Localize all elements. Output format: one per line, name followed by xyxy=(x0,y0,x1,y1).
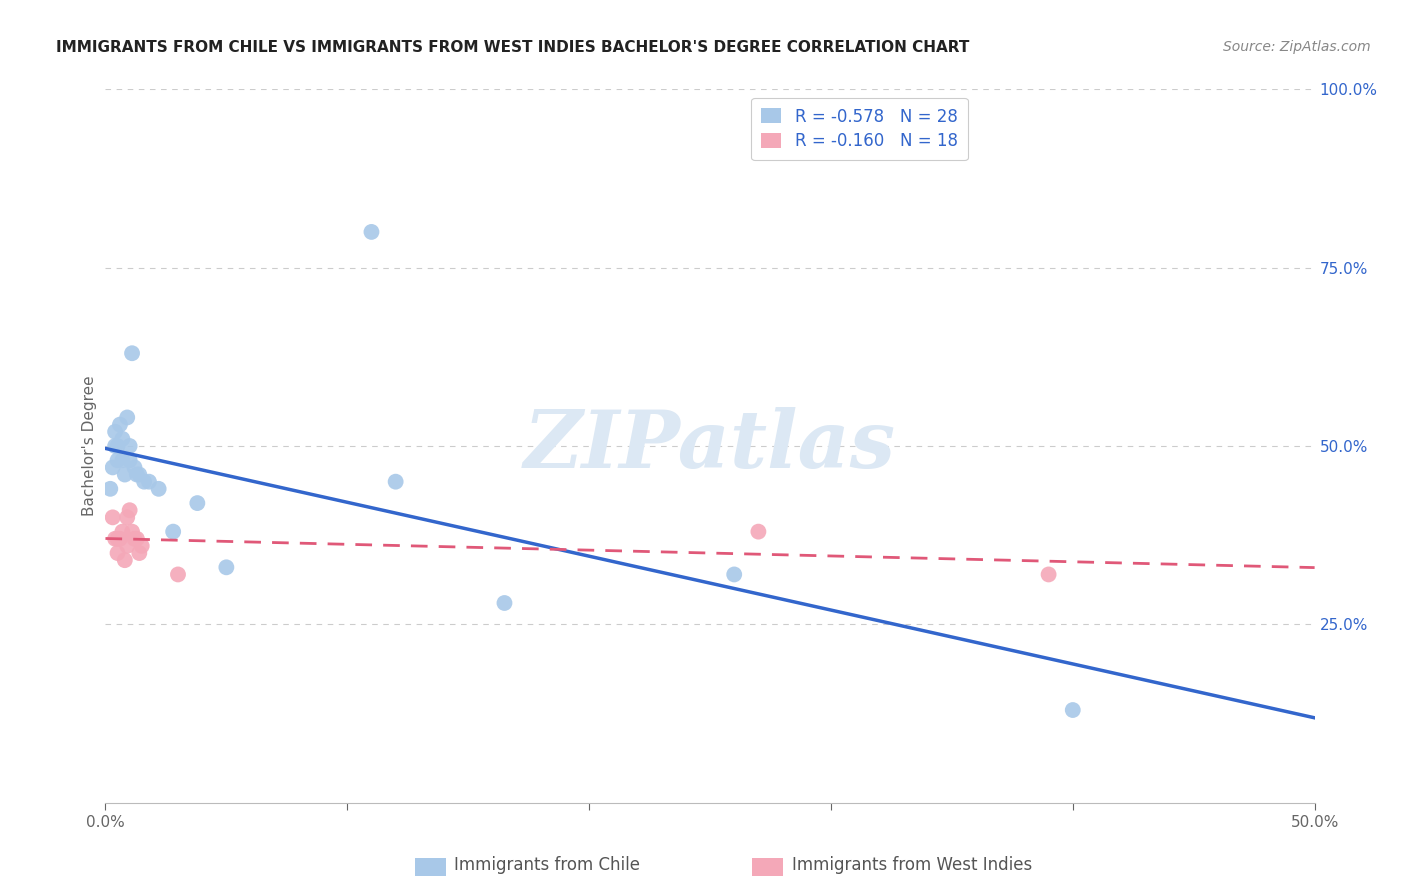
Point xyxy=(1038,567,1060,582)
Point xyxy=(121,346,143,360)
Point xyxy=(723,567,745,582)
Point xyxy=(384,475,406,489)
Point xyxy=(118,439,141,453)
Text: Immigrants from Chile: Immigrants from Chile xyxy=(454,856,640,874)
Point xyxy=(114,553,136,567)
Point xyxy=(134,475,156,489)
Point xyxy=(107,453,129,467)
Point xyxy=(128,467,150,482)
Text: Source: ZipAtlas.com: Source: ZipAtlas.com xyxy=(1223,40,1371,54)
Point xyxy=(115,410,138,425)
Point xyxy=(108,417,131,432)
Point xyxy=(186,496,208,510)
Point xyxy=(104,439,127,453)
Point xyxy=(118,503,141,517)
Legend: R = -0.578   N = 28, R = -0.160   N = 18: R = -0.578 N = 28, R = -0.160 N = 18 xyxy=(751,97,967,161)
Point xyxy=(111,432,134,446)
Point xyxy=(115,539,138,553)
Point xyxy=(125,532,148,546)
Point xyxy=(124,460,146,475)
Y-axis label: Bachelor's Degree: Bachelor's Degree xyxy=(82,376,97,516)
Point xyxy=(108,532,131,546)
Point xyxy=(107,546,129,560)
Point xyxy=(747,524,769,539)
Point xyxy=(98,482,121,496)
Point xyxy=(107,532,129,546)
Point xyxy=(124,532,146,546)
Point xyxy=(121,524,143,539)
Point xyxy=(101,510,124,524)
Point xyxy=(114,467,136,482)
Point xyxy=(111,524,134,539)
Point xyxy=(494,596,516,610)
Point xyxy=(162,524,184,539)
Point xyxy=(101,460,124,475)
Text: ZIPatlas: ZIPatlas xyxy=(524,408,896,484)
Point xyxy=(215,560,238,574)
Point xyxy=(118,453,141,467)
Point xyxy=(360,225,382,239)
Point xyxy=(104,532,127,546)
Point xyxy=(138,475,160,489)
Text: Immigrants from West Indies: Immigrants from West Indies xyxy=(792,856,1032,874)
Point xyxy=(1062,703,1084,717)
Point xyxy=(167,567,190,582)
Point xyxy=(148,482,170,496)
Point xyxy=(107,439,129,453)
Point xyxy=(104,425,127,439)
Point xyxy=(115,510,138,524)
Text: IMMIGRANTS FROM CHILE VS IMMIGRANTS FROM WEST INDIES BACHELOR'S DEGREE CORRELATI: IMMIGRANTS FROM CHILE VS IMMIGRANTS FROM… xyxy=(56,40,970,55)
Point xyxy=(111,453,134,467)
Point xyxy=(131,539,153,553)
Point xyxy=(125,467,148,482)
Point xyxy=(128,546,150,560)
